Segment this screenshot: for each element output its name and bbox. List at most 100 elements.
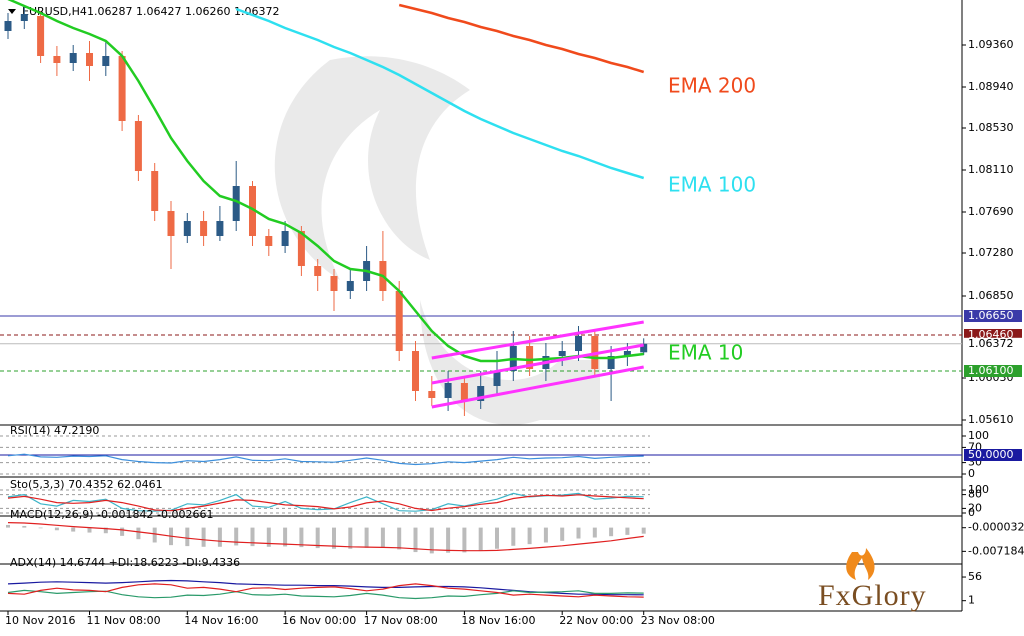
histogram-bar (364, 527, 369, 548)
y-tick-label: 100 (968, 483, 989, 496)
histogram-bar (625, 527, 630, 535)
histogram-bar (332, 527, 336, 549)
y-tick-label: -0.007184 (968, 544, 1024, 557)
y-tick-label: 1.07690 (968, 205, 1014, 218)
indicator-line (7, 522, 644, 552)
histogram-bar (511, 527, 516, 546)
histogram-bar (380, 527, 385, 548)
candle-body (200, 221, 208, 236)
histogram-bar (413, 527, 418, 553)
candle-body (640, 343, 648, 353)
histogram-bar (54, 527, 59, 531)
histogram-bar (315, 527, 320, 549)
candle-body (412, 351, 419, 391)
histogram-bar (397, 527, 402, 550)
histogram-bar (429, 527, 434, 554)
y-tick-label: 56 (968, 570, 982, 583)
symbol: EURUSD,H4 (22, 5, 87, 18)
x-tick-label: 17 Nov 08:00 (364, 614, 438, 627)
candle-body (216, 221, 224, 236)
histogram-bar (641, 527, 646, 534)
candle-body (265, 236, 273, 246)
y-tick-label: 1 (968, 594, 975, 607)
candle-body (477, 386, 485, 401)
candle-body (249, 186, 256, 236)
histogram-bar (478, 527, 483, 551)
ohlc: 1.06287 1.06427 1.06260 1.06372 (87, 5, 279, 18)
candle-body (460, 383, 468, 401)
candle-body (558, 351, 566, 356)
logo: FxGlory (818, 548, 927, 612)
level-tag-label: 1.06460 (968, 328, 1014, 341)
candle-body (623, 351, 631, 356)
level-tag-label: 1.06650 (968, 309, 1014, 322)
symbol-menu-arrow[interactable] (8, 9, 16, 14)
histogram-bar (576, 527, 581, 539)
line-label: EMA 200 (668, 74, 756, 98)
histogram-bar (87, 527, 92, 533)
level-tag (964, 310, 1022, 322)
candle-body (346, 281, 354, 291)
level-tag (964, 337, 1022, 350)
level-tag-label: 1.06100 (968, 364, 1014, 377)
indicator-line (7, 589, 644, 600)
y-tick-label: 1.05610 (968, 413, 1014, 426)
candle-body (4, 21, 12, 31)
candle-body (20, 14, 28, 21)
candle-body (607, 356, 615, 369)
y-tick-label: 20 (968, 501, 982, 514)
candle-body (232, 186, 240, 221)
histogram-bar (495, 527, 499, 549)
y-tick-label: 100 (968, 429, 989, 442)
y-tick-label: 0 (968, 506, 975, 519)
histogram-bar (446, 527, 451, 553)
histogram-bar (348, 527, 353, 549)
candle-body (183, 221, 191, 236)
x-tick-label: 23 Nov 08:00 (641, 614, 715, 627)
histogram-bar (217, 527, 222, 547)
histogram-bar (560, 527, 565, 541)
y-tick-label: 0 (968, 467, 975, 480)
histogram-bar (592, 527, 597, 538)
candle-body (167, 211, 175, 236)
indicator-line (235, 7, 645, 180)
candle-body (281, 231, 289, 246)
histogram-bar (22, 525, 27, 528)
histogram-bar (266, 527, 271, 547)
histogram-bar (120, 527, 125, 536)
histogram-bar (283, 527, 288, 547)
histogram-bar (185, 527, 190, 547)
indicator-line (7, 583, 644, 598)
candle-body (493, 371, 501, 386)
histogram-bar (609, 527, 614, 537)
level-tag (964, 449, 1022, 461)
channel-line (431, 365, 644, 409)
candle-body (297, 231, 305, 266)
indicator-line (398, 3, 645, 74)
histogram-bar (543, 527, 548, 543)
level-tag-label: 1.06372 (968, 337, 1014, 350)
y-tick-label: 1.09360 (968, 38, 1014, 51)
x-tick-label: 10 Nov 2016 (5, 614, 75, 627)
indicator-title: ADX(14) 14.6744 +DI:18.6223 -DI:9.4336 (10, 556, 240, 569)
histogram-bar (527, 527, 532, 545)
histogram-bar (71, 527, 76, 532)
histogram-bar (152, 527, 157, 543)
channel-line (431, 320, 644, 360)
candle-body (69, 53, 77, 63)
indicator-line (7, 494, 644, 512)
histogram-bar (250, 527, 255, 547)
indicator-line (7, 453, 644, 466)
x-tick-label: 14 Nov 16:00 (184, 614, 258, 627)
histogram-bar (462, 527, 467, 553)
y-tick-label: 1.07280 (968, 246, 1014, 259)
histogram-bar (299, 527, 304, 548)
y-tick-label: 1.08110 (968, 163, 1014, 176)
y-tick-label: -0.000032 (968, 521, 1024, 534)
logo-text: FxGlory (818, 579, 927, 612)
histogram-bar (38, 527, 43, 529)
histogram-bar (234, 527, 239, 546)
candle-body (86, 53, 93, 66)
candle-body (428, 391, 436, 398)
candle-body (526, 346, 534, 369)
